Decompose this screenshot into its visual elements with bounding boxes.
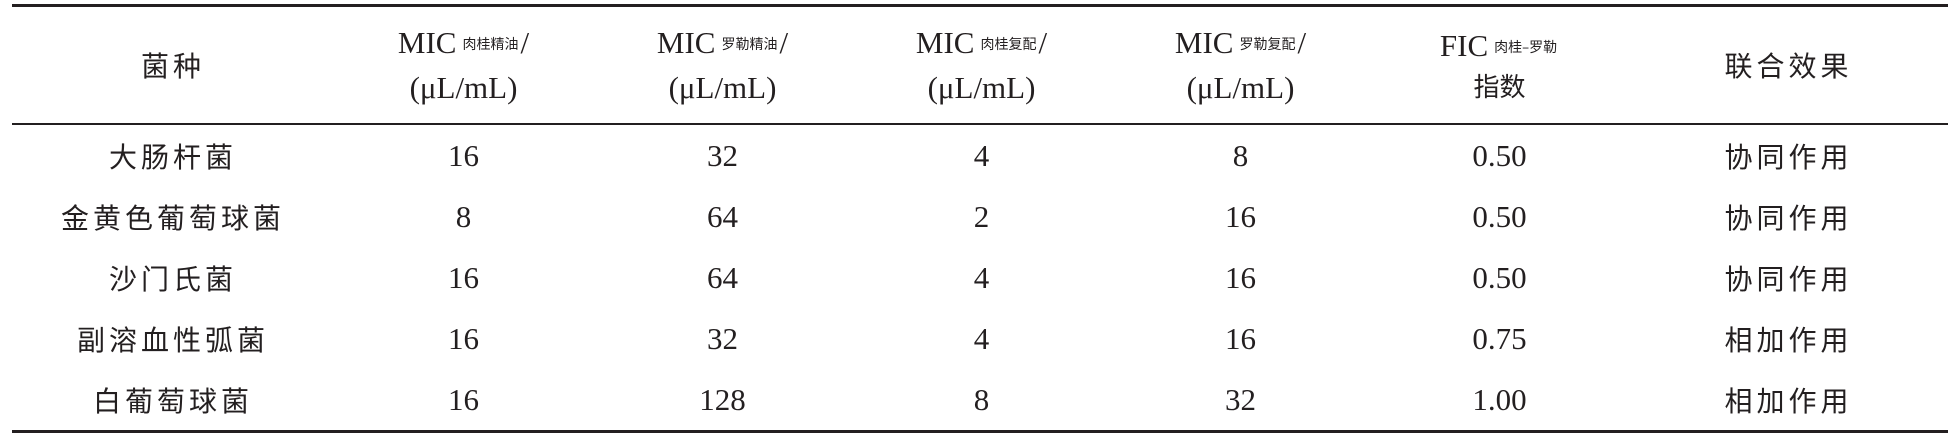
header-top-line: MIC 肉桂精油/ xyxy=(334,27,593,58)
header-prefix: MIC xyxy=(656,25,716,60)
header-mic-cinnamon-combo: MIC 肉桂复配/ (μL/mL) xyxy=(852,4,1111,125)
header-subscript: 罗勒复配 xyxy=(1239,37,1296,53)
header-prefix: MIC xyxy=(1174,25,1234,60)
cell-strain: 白葡萄球菌 xyxy=(12,369,334,433)
cell-mic-basil-combo: 16 xyxy=(1225,198,1256,234)
cell-mic-cinnamon-combo: 4 xyxy=(973,137,990,173)
header-subscript: 肉桂复配 xyxy=(980,37,1037,53)
header-fic-index: FIC 肉桂–罗勒 指数 xyxy=(1370,4,1629,125)
cell-mic-basil-combo: 16 xyxy=(1225,320,1256,356)
cell-effect: 协同作用 xyxy=(1724,201,1853,235)
cell-strain: 沙门氏菌 xyxy=(108,262,237,296)
cell-fic-index: 0.50 xyxy=(1472,137,1527,173)
header-prefix: FIC xyxy=(1439,27,1489,63)
cell-strain: 大肠杆菌 xyxy=(108,140,237,174)
header-row: 菌种 MIC 肉桂精油/ (μL/mL) MIC 罗勒精油/ (μL/mL) MIC… xyxy=(12,4,1948,125)
mic-fic-table: 菌种 MIC 肉桂精油/ (μL/mL) MIC 罗勒精油/ (μL/mL) MIC… xyxy=(12,4,1948,433)
header-top-line: MIC 罗勒精油/ xyxy=(593,27,852,58)
header-mic-basil-oil: MIC 罗勒精油/ (μL/mL) xyxy=(593,4,852,125)
table-row: 大肠杆菌 16 32 4 8 0.50 协同作用 xyxy=(12,124,1948,186)
header-unit: (μL/mL) xyxy=(668,70,777,105)
table-row: 副溶血性弧菌 16 32 4 16 0.75 相加作用 xyxy=(12,308,1948,369)
header-top-line: FIC 肉桂–罗勒 xyxy=(1370,30,1629,61)
cell-mic-cinnamon-oil: 16 xyxy=(448,137,479,173)
cell-strain: 金黄色葡萄球菌 xyxy=(60,201,285,235)
header-suffix: / xyxy=(779,25,789,60)
cell-effect: 协同作用 xyxy=(1724,140,1853,174)
header-subscript: 肉桂–罗勒 xyxy=(1494,39,1558,56)
cell-mic-cinnamon-oil: 8 xyxy=(455,198,472,234)
header-mic-basil-combo: MIC 罗勒复配/ (μL/mL) xyxy=(1111,4,1370,125)
cell-fic-index: 0.75 xyxy=(1472,320,1527,356)
header-strain: 菌种 xyxy=(12,4,334,125)
table-row: 白葡萄球菌 16 128 8 32 1.00 相加作用 xyxy=(12,369,1948,433)
cell-mic-cinnamon-oil: 16 xyxy=(448,320,479,356)
cell-mic-basil-combo: 16 xyxy=(1225,259,1256,295)
cell-mic-basil-oil: 32 xyxy=(707,320,738,356)
cell-mic-cinnamon-combo: 4 xyxy=(973,259,990,295)
header-combined-effect: 联合效果 xyxy=(1629,4,1948,125)
cell-fic-index: 0.50 xyxy=(1472,259,1527,295)
header-suffix: / xyxy=(520,25,530,60)
table-row: 金黄色葡萄球菌 8 64 2 16 0.50 协同作用 xyxy=(12,186,1948,247)
cell-effect: 相加作用 xyxy=(1629,369,1948,433)
header-prefix: MIC xyxy=(915,25,975,60)
header-suffix: / xyxy=(1038,25,1048,60)
table-row: 沙门氏菌 16 64 4 16 0.50 协同作用 xyxy=(12,247,1948,308)
header-unit: (μL/mL) xyxy=(1186,70,1295,105)
cell-mic-basil-oil: 64 xyxy=(707,198,738,234)
header-prefix: MIC xyxy=(397,25,457,60)
cell-mic-cinnamon-oil: 16 xyxy=(334,369,593,433)
cell-mic-basil-oil: 32 xyxy=(707,137,738,173)
cell-mic-basil-oil: 64 xyxy=(707,259,738,295)
cell-mic-basil-combo: 8 xyxy=(1232,137,1249,173)
header-effect-label: 联合效果 xyxy=(1724,50,1853,83)
cell-mic-cinnamon-combo: 2 xyxy=(973,198,990,234)
header-index-label: 指数 xyxy=(1473,72,1526,103)
header-top-line: MIC 肉桂复配/ xyxy=(852,27,1111,58)
header-mic-cinnamon-oil: MIC 肉桂精油/ (μL/mL) xyxy=(334,4,593,125)
header-unit: (μL/mL) xyxy=(927,70,1036,105)
table-header: 菌种 MIC 肉桂精油/ (μL/mL) MIC 罗勒精油/ (μL/mL) MIC… xyxy=(12,4,1948,125)
header-top-line: MIC 罗勒复配/ xyxy=(1111,27,1370,58)
header-subscript: 罗勒精油 xyxy=(721,37,778,53)
cell-fic-index: 1.00 xyxy=(1370,369,1629,433)
cell-strain: 副溶血性弧菌 xyxy=(76,323,269,357)
header-suffix: / xyxy=(1297,25,1307,60)
cell-effect: 相加作用 xyxy=(1724,323,1853,357)
cell-mic-cinnamon-combo: 8 xyxy=(852,369,1111,433)
cell-mic-cinnamon-oil: 16 xyxy=(448,259,479,295)
header-strain-label: 菌种 xyxy=(140,50,205,83)
header-unit: (μL/mL) xyxy=(409,70,518,105)
cell-fic-index: 0.50 xyxy=(1472,198,1527,234)
cell-mic-cinnamon-combo: 4 xyxy=(973,320,990,356)
cell-effect: 协同作用 xyxy=(1724,262,1853,296)
cell-mic-basil-combo: 32 xyxy=(1111,369,1370,433)
table-body: 大肠杆菌 16 32 4 8 0.50 协同作用 金黄色葡萄球菌 8 64 2 … xyxy=(12,124,1948,433)
header-subscript: 肉桂精油 xyxy=(462,37,519,53)
cell-mic-basil-oil: 128 xyxy=(593,369,852,433)
